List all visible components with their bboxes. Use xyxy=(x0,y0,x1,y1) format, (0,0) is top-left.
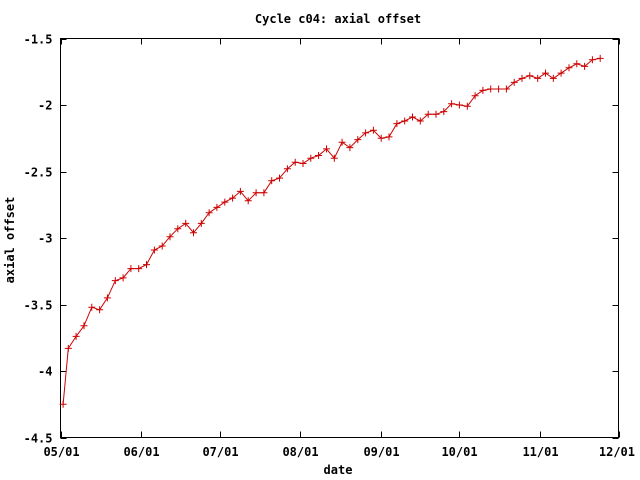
data-point xyxy=(213,203,221,211)
data-point xyxy=(518,74,526,82)
data-point xyxy=(502,85,510,93)
data-point xyxy=(315,152,323,159)
x-tick-label: 12/01 xyxy=(599,445,635,459)
y-tick-label: -3 xyxy=(38,232,52,246)
plot-frame xyxy=(60,38,619,438)
data-point xyxy=(244,197,252,205)
data-point xyxy=(479,86,487,94)
data-point xyxy=(385,133,393,141)
series-line xyxy=(62,57,601,405)
data-point xyxy=(59,400,67,408)
data-point xyxy=(565,64,573,72)
axis-ticks xyxy=(60,38,620,439)
y-tick-label: -2.5 xyxy=(24,166,53,180)
data-point xyxy=(260,189,268,197)
data-point xyxy=(236,187,244,195)
data-point xyxy=(455,101,463,109)
data-point xyxy=(72,332,80,340)
data-point xyxy=(542,69,549,77)
y-axis-label: axial offset xyxy=(3,197,17,284)
data-point xyxy=(346,144,354,152)
x-axis-label: date xyxy=(324,463,353,477)
data-point xyxy=(416,117,424,125)
y-tick-label: -2 xyxy=(38,99,52,113)
data-point xyxy=(143,261,150,269)
series-layer xyxy=(59,54,604,408)
data-point xyxy=(111,277,119,285)
data-point xyxy=(471,92,479,100)
x-tick-label: 11/01 xyxy=(522,445,558,459)
data-point xyxy=(557,69,565,77)
data-point xyxy=(362,129,370,137)
data-point xyxy=(221,198,229,206)
y-tick-label: -4.5 xyxy=(24,432,53,446)
data-point xyxy=(424,110,432,118)
data-point xyxy=(127,265,135,273)
x-tick-label: 06/01 xyxy=(123,445,159,459)
data-point xyxy=(369,126,377,134)
x-tick-label: 08/01 xyxy=(282,445,318,459)
data-point xyxy=(463,102,471,110)
data-point xyxy=(432,110,440,118)
data-point xyxy=(268,177,276,185)
data-point xyxy=(448,100,456,108)
x-tick-label: 05/01 xyxy=(43,445,79,459)
data-point xyxy=(64,344,72,352)
y-tick-label: -1.5 xyxy=(24,33,53,47)
data-point xyxy=(510,78,518,86)
data-point xyxy=(96,306,104,314)
data-point xyxy=(158,242,166,250)
data-point xyxy=(596,54,604,62)
chart-title: Cycle c04: axial offset xyxy=(255,12,421,26)
data-point xyxy=(299,160,307,167)
data-point xyxy=(338,138,346,146)
data-point xyxy=(401,117,409,125)
data-point xyxy=(174,225,182,233)
data-point xyxy=(307,154,315,162)
x-tick-label: 09/01 xyxy=(363,445,399,459)
data-point xyxy=(495,85,503,93)
y-tick-labels: -1.5 -2 -2.5 -3 -3.5 -4 -4.5 xyxy=(24,33,53,446)
data-point xyxy=(150,246,158,254)
data-point xyxy=(88,303,96,311)
data-point xyxy=(534,74,542,82)
data-point xyxy=(119,274,127,282)
data-point xyxy=(487,85,495,93)
data-point xyxy=(440,108,448,116)
data-point xyxy=(182,219,190,227)
data-point xyxy=(581,62,589,70)
data-point xyxy=(197,219,205,227)
data-point xyxy=(409,113,416,121)
data-point xyxy=(323,145,330,153)
data-point xyxy=(166,233,174,241)
data-point xyxy=(135,265,143,273)
data-point xyxy=(283,165,291,173)
data-point xyxy=(103,294,111,302)
y-tick-label: -4 xyxy=(38,365,52,379)
data-point xyxy=(549,74,557,82)
data-point xyxy=(354,136,362,144)
data-point xyxy=(229,194,237,202)
data-point xyxy=(393,120,401,128)
data-point xyxy=(80,322,88,330)
data-point xyxy=(330,154,338,162)
data-point xyxy=(588,56,596,64)
data-point xyxy=(573,60,581,68)
data-point xyxy=(190,229,197,237)
data-point xyxy=(276,174,283,182)
x-tick-label: 07/01 xyxy=(202,445,238,459)
data-point xyxy=(377,134,385,142)
x-tick-labels: 05/01 06/01 07/01 08/01 09/01 10/01 11/01 12/01 xyxy=(43,445,635,459)
y-tick-label: -3.5 xyxy=(24,299,53,313)
data-point xyxy=(526,72,534,80)
data-point xyxy=(252,189,260,197)
data-point xyxy=(291,158,299,166)
data-point xyxy=(205,209,213,217)
x-tick-label: 10/01 xyxy=(441,445,477,459)
